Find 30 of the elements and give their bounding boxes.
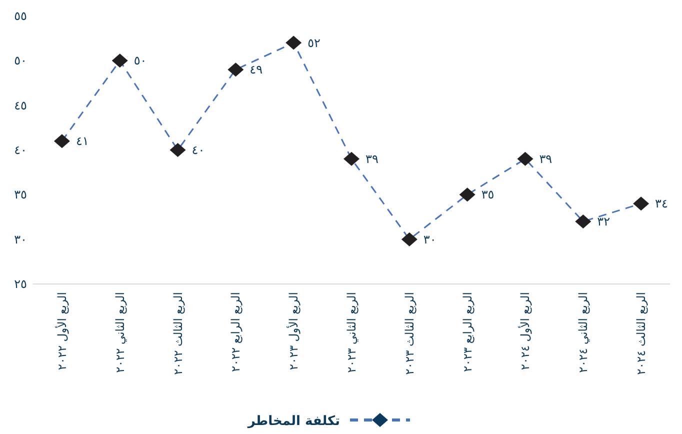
x-tick-label: الربع الثاني ٢٠٢٤ — [576, 292, 590, 373]
x-tick-label: الربع الثالث ٢٠٢٣ — [402, 292, 416, 375]
data-label: ٤٩ — [250, 62, 263, 77]
x-tick-label: الربع الأول ٢٠٢٢ — [54, 292, 69, 370]
ytick: ٣٠ — [14, 232, 27, 246]
x-tick-label: الربع الثالث ٢٠٢٤ — [634, 292, 648, 375]
ytick: ٣٥ — [14, 188, 27, 202]
data-label: ٤٠ — [192, 143, 205, 157]
x-tick-label: الربع الرابع ٢٠٢٢ — [228, 292, 243, 372]
legend-label: تكلفة المخاطر — [246, 414, 340, 429]
data-label: ٣٤ — [655, 196, 668, 211]
ytick: ٤٠ — [14, 143, 27, 157]
x-tick-label: الربع الأول ٢٠٢٣ — [286, 292, 301, 370]
data-label: ٣٠ — [423, 232, 436, 246]
x-tick-label: الربع الثاني ٢٠٢٢ — [112, 292, 127, 373]
x-tick-label: الربع الأول ٢٠٢٤ — [518, 292, 532, 370]
ytick: ٤٥ — [14, 98, 27, 112]
x-tick-label: الربع الثالث ٢٠٢٢ — [170, 292, 185, 375]
data-label: ٣٩ — [539, 152, 552, 166]
data-label: ٥٢ — [308, 36, 320, 50]
data-label: ٣٢ — [597, 214, 610, 228]
data-label: ٣٩ — [366, 152, 378, 166]
data-label: ٣٥ — [481, 188, 494, 202]
ytick: ٥٠ — [14, 54, 27, 68]
ytick: ٥٥ — [14, 9, 27, 23]
data-label: ٤١ — [76, 134, 89, 148]
x-tick-label: الربع الرابع ٢٠٢٣ — [460, 292, 474, 372]
ytick: ٢٥ — [14, 277, 27, 291]
data-label: ٥٠ — [134, 54, 147, 68]
x-tick-label: الربع الثاني ٢٠٢٣ — [344, 292, 358, 373]
